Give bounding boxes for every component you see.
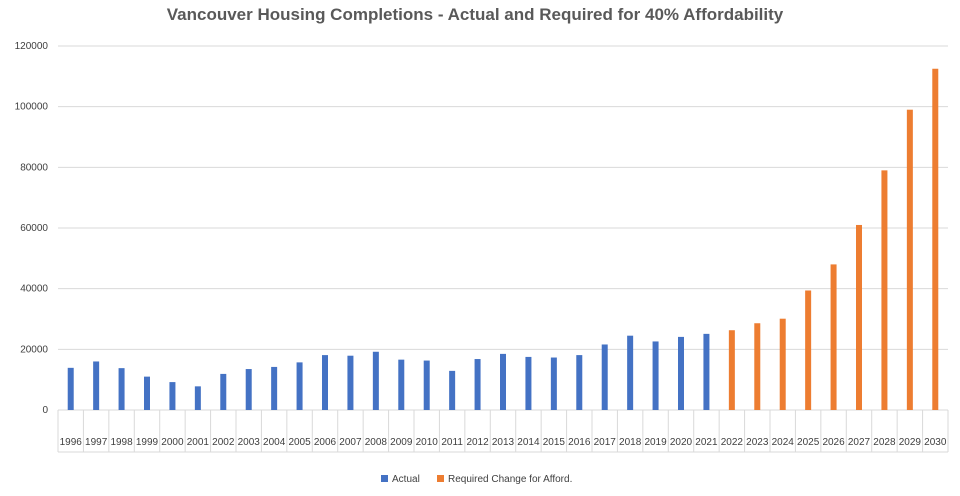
bar: [754, 323, 761, 410]
x-tick-label: 2019: [644, 437, 667, 448]
bar: [627, 335, 634, 410]
legend-swatch: [437, 475, 444, 482]
x-tick-label: 2003: [238, 437, 261, 448]
bars: [67, 68, 939, 410]
bar: [906, 109, 913, 410]
x-tick-label: 2029: [899, 437, 922, 448]
x-tick-label: 2030: [924, 437, 947, 448]
legend-swatch: [381, 475, 388, 482]
x-tick-label: 2006: [314, 437, 337, 448]
x-tick-label: 2021: [695, 437, 718, 448]
bar: [500, 353, 506, 410]
bar: [728, 330, 735, 410]
x-tick-label: 2004: [263, 437, 286, 448]
x-tick-label: 2014: [517, 437, 540, 448]
bar: [474, 359, 481, 410]
bar: [678, 336, 684, 410]
bar: [67, 367, 74, 410]
bar: [194, 386, 201, 410]
bar: [169, 382, 176, 410]
bar: [703, 333, 710, 410]
x-tick-label: 2011: [441, 437, 463, 448]
bar: [118, 368, 125, 410]
bar: [449, 370, 456, 410]
x-tick-label: 1998: [110, 437, 133, 448]
bar: [856, 224, 862, 410]
x-axis-ticks: 1996 1997 1998 1999 2000 2001 2002 2003 2004 2005…: [57, 410, 949, 453]
x-tick-label: 2028: [873, 437, 896, 448]
x-tick-label: 2027: [848, 437, 871, 448]
x-tick-label: 2002: [212, 437, 235, 448]
x-tick-label: 2013: [492, 437, 515, 448]
x-tick-label: 2018: [619, 437, 642, 448]
x-tick-label: 2024: [772, 437, 795, 448]
x-tick-label: 2025: [797, 437, 820, 448]
legend: Actual Required Change for Afford.: [381, 474, 572, 485]
y-tick-label: 60000: [20, 223, 48, 234]
x-tick-label: 1996: [60, 437, 83, 448]
bar: [296, 362, 303, 410]
x-tick-label: 2010: [416, 437, 439, 448]
x-tick-label: 1997: [85, 437, 108, 448]
y-axis-ticks: 0 20000 40000 60000 80000 100000 120000: [15, 41, 49, 416]
bar: [881, 170, 888, 410]
x-tick-label: 2026: [822, 437, 845, 448]
x-tick-label: 2015: [543, 437, 566, 448]
bar: [652, 341, 659, 410]
bar: [805, 290, 812, 410]
bar: [372, 351, 379, 410]
bar: [322, 355, 328, 410]
x-tick-label: 2016: [568, 437, 591, 448]
x-tick-label: 2008: [365, 437, 388, 448]
bar: [347, 355, 354, 410]
y-tick-label: 120000: [15, 41, 49, 52]
bar: [550, 357, 557, 410]
x-tick-label: 2007: [339, 437, 362, 448]
legend-label: Actual: [392, 474, 420, 485]
x-tick-label: 2012: [466, 437, 489, 448]
x-tick-label: 2001: [187, 437, 210, 448]
bar: [398, 359, 405, 410]
y-tick-label: 20000: [20, 344, 48, 355]
x-tick-label: 1999: [136, 437, 159, 448]
bar: [830, 264, 837, 410]
x-tick-label: 2022: [721, 437, 744, 448]
gridlines: [58, 45, 948, 411]
bar: [93, 361, 100, 410]
legend-label: Required Change for Afford.: [448, 474, 572, 485]
bar: [525, 356, 532, 410]
y-tick-label: 100000: [15, 102, 49, 113]
x-tick-label: 2023: [746, 437, 769, 448]
bar: [423, 360, 430, 410]
bar: [271, 366, 278, 410]
x-tick-label: 2000: [161, 437, 184, 448]
bar: [932, 68, 939, 410]
bar: [601, 344, 608, 410]
y-tick-label: 40000: [20, 284, 48, 295]
x-tick-label: 2005: [288, 437, 311, 448]
x-tick-label: 2009: [390, 437, 413, 448]
x-tick-label: 2020: [670, 437, 693, 448]
y-tick-label: 80000: [20, 162, 48, 173]
y-tick-label: 0: [42, 405, 48, 416]
bar: [220, 373, 227, 410]
x-tick-label: 2017: [594, 437, 617, 448]
bar: [245, 369, 252, 410]
bar: [576, 355, 583, 410]
bar: [779, 318, 786, 410]
bar: [144, 376, 150, 410]
chart-title: Vancouver Housing Completions - Actual a…: [167, 5, 784, 24]
